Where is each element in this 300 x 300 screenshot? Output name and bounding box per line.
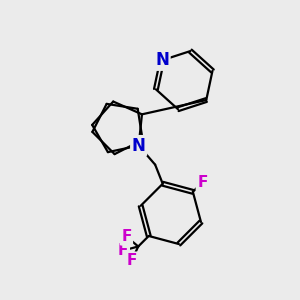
Text: F: F <box>127 253 137 268</box>
Text: F: F <box>118 243 128 258</box>
Text: F: F <box>197 175 208 190</box>
Text: N: N <box>132 136 145 154</box>
Text: F: F <box>121 229 132 244</box>
Text: N: N <box>155 51 169 69</box>
